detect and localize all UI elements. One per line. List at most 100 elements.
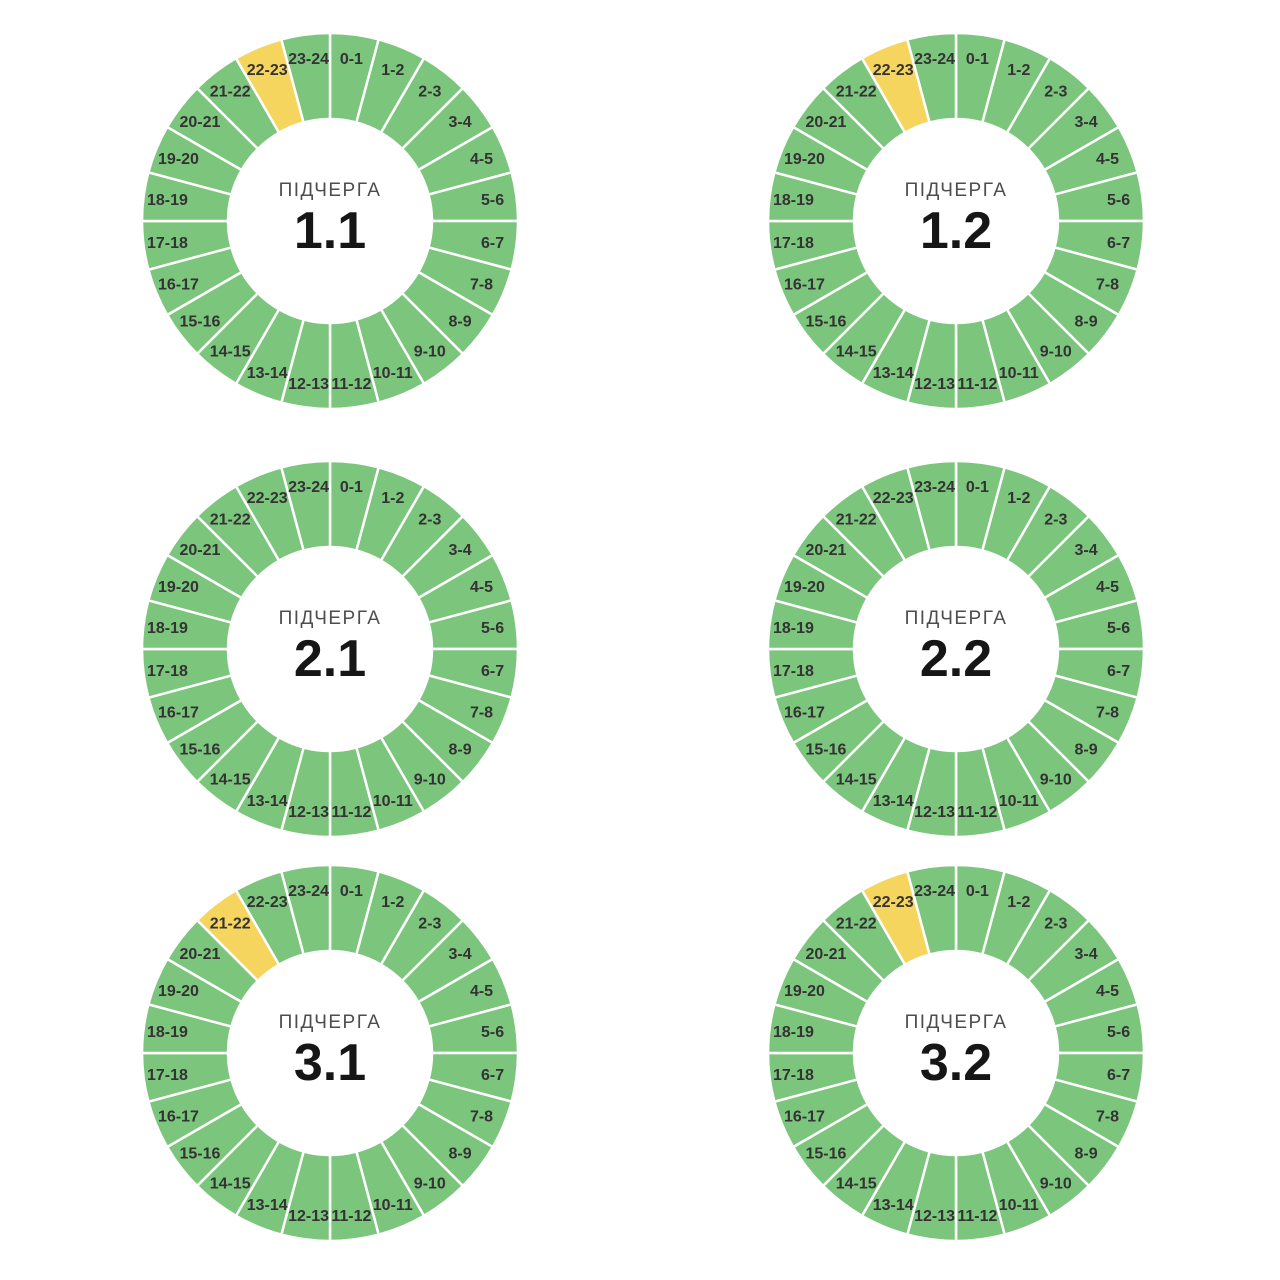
hour-label-10-11: 10-11 <box>999 793 1039 810</box>
hour-label-23-24: 23-24 <box>914 51 955 68</box>
hour-label-9-10: 9-10 <box>1040 772 1072 789</box>
hour-segment-23-24 <box>905 31 958 125</box>
hour-label-2-3: 2-3 <box>1044 512 1067 529</box>
hour-label-16-17: 16-17 <box>784 704 825 721</box>
hour-label-19-20: 19-20 <box>158 579 199 596</box>
hour-label-15-16: 15-16 <box>179 1145 220 1162</box>
hour-label-15-16: 15-16 <box>179 741 220 758</box>
hour-label-1-2: 1-2 <box>1007 490 1030 507</box>
donut-svg: 0-1 1-2 2-3 3-4 4-5 5-6 6-7 7-8 8-99-1010-1111-1… <box>140 31 520 411</box>
hour-label-7-8: 7-8 <box>1096 276 1119 293</box>
hour-segment-23-24 <box>279 459 332 553</box>
hour-label-6-7: 6-7 <box>481 235 504 252</box>
hour-label-20-21: 20-21 <box>805 114 846 131</box>
hour-label-1-2: 1-2 <box>381 490 404 507</box>
hour-label-4-5: 4-5 <box>470 983 493 1000</box>
hour-label-21-22: 21-22 <box>210 916 251 933</box>
hour-label-17-18: 17-18 <box>773 1067 814 1084</box>
center-title: ПІДЧЕРГА <box>905 608 1008 629</box>
center-number: 2.2 <box>920 630 992 688</box>
hour-label-18-19: 18-19 <box>773 1024 814 1041</box>
hour-label-11-12: 11-12 <box>331 1208 371 1225</box>
center-title: ПІДЧЕРГА <box>279 608 382 629</box>
hour-label-17-18: 17-18 <box>147 235 188 252</box>
hour-label-0-1: 0-1 <box>966 479 989 496</box>
hour-label-0-1: 0-1 <box>340 51 363 68</box>
hour-label-16-17: 16-17 <box>158 1108 199 1125</box>
hour-label-6-7: 6-7 <box>1107 235 1130 252</box>
hour-label-23-24: 23-24 <box>914 883 955 900</box>
hour-label-19-20: 19-20 <box>158 983 199 1000</box>
hour-label-19-20: 19-20 <box>158 151 199 168</box>
hour-label-10-11: 10-11 <box>999 1197 1039 1214</box>
hour-segment-23-24 <box>905 863 958 957</box>
hour-label-16-17: 16-17 <box>158 276 199 293</box>
hour-label-18-19: 18-19 <box>147 620 188 637</box>
hour-label-13-14: 13-14 <box>247 793 288 810</box>
hour-label-9-10: 9-10 <box>414 772 446 789</box>
hour-label-3-4: 3-4 <box>1075 114 1098 131</box>
hour-label-2-3: 2-3 <box>1044 84 1067 101</box>
hour-label-4-5: 4-5 <box>470 151 493 168</box>
hour-label-16-17: 16-17 <box>158 704 199 721</box>
hour-segment-23-24 <box>905 459 958 553</box>
hour-label-14-15: 14-15 <box>210 772 251 789</box>
hour-label-13-14: 13-14 <box>873 793 914 810</box>
hour-label-2-3: 2-3 <box>418 84 441 101</box>
hour-label-14-15: 14-15 <box>210 1176 251 1193</box>
hour-label-2-3: 2-3 <box>418 916 441 933</box>
hour-label-13-14: 13-14 <box>247 365 288 382</box>
hour-label-7-8: 7-8 <box>470 276 493 293</box>
hour-label-23-24: 23-24 <box>288 883 329 900</box>
hour-label-6-7: 6-7 <box>1107 1067 1130 1084</box>
hour-label-3-4: 3-4 <box>449 946 472 963</box>
hour-label-7-8: 7-8 <box>470 704 493 721</box>
hour-label-1-2: 1-2 <box>1007 62 1030 79</box>
hour-label-8-9: 8-9 <box>449 741 472 758</box>
hour-label-15-16: 15-16 <box>805 741 846 758</box>
hour-label-15-16: 15-16 <box>805 1145 846 1162</box>
hour-label-9-10: 9-10 <box>1040 1176 1072 1193</box>
center-number: 1.1 <box>294 202 366 260</box>
hour-label-6-7: 6-7 <box>481 1067 504 1084</box>
hour-label-15-16: 15-16 <box>805 313 846 330</box>
hour-label-21-22: 21-22 <box>836 512 877 529</box>
hour-label-17-18: 17-18 <box>773 663 814 680</box>
hour-label-22-23: 22-23 <box>873 490 914 507</box>
donut-chart-3-2: 0-1 1-2 2-3 3-4 4-5 5-6 6-7 7-8 8-9 9-10 10-11 11-1… <box>766 863 1146 1243</box>
center-title: ПІДЧЕРГА <box>279 1012 382 1033</box>
hour-label-2-3: 2-3 <box>418 512 441 529</box>
hour-label-22-23: 22-23 <box>873 894 914 911</box>
hour-label-21-22: 21-22 <box>836 916 877 933</box>
center-title: ПІДЧЕРГА <box>279 180 382 201</box>
hour-label-18-19: 18-19 <box>773 192 814 209</box>
hour-label-21-22: 21-22 <box>210 512 251 529</box>
hour-label-11-12: 11-12 <box>331 804 371 821</box>
hour-label-5-6: 5-6 <box>1107 1024 1130 1041</box>
hour-label-18-19: 18-19 <box>147 1024 188 1041</box>
hour-label-20-21: 20-21 <box>179 946 220 963</box>
hour-label-11-12: 11-12 <box>331 376 371 393</box>
hour-label-3-4: 3-4 <box>449 114 472 131</box>
hour-label-6-7: 6-7 <box>481 663 504 680</box>
hour-label-8-9: 8-9 <box>449 313 472 330</box>
hour-label-13-14: 13-14 <box>247 1197 288 1214</box>
hour-label-12-13: 12-13 <box>914 804 955 821</box>
hour-label-4-5: 4-5 <box>1096 151 1119 168</box>
hour-label-22-23: 22-23 <box>247 490 288 507</box>
hour-label-8-9: 8-9 <box>1075 741 1098 758</box>
hour-label-13-14: 13-14 <box>873 365 914 382</box>
donut-chart-1-1: 0-1 1-2 2-3 3-4 4-5 5-6 6-7 7-8 8-9 9-10 10-11 11-1… <box>140 31 520 411</box>
hour-label-5-6: 5-6 <box>481 1024 504 1041</box>
hour-label-14-15: 14-15 <box>836 344 877 361</box>
hour-label-9-10: 9-10 <box>1040 344 1072 361</box>
hour-label-17-18: 17-18 <box>773 235 814 252</box>
hour-label-10-11: 10-11 <box>373 793 413 810</box>
hour-label-4-5: 4-5 <box>470 579 493 596</box>
hour-label-3-4: 3-4 <box>449 542 472 559</box>
hour-label-5-6: 5-6 <box>481 192 504 209</box>
donut-svg: 0-1 1-2 2-3 3-4 4-5 5-6 6-7 7-8 8-99-1010-1111-1… <box>766 31 1146 411</box>
hour-label-16-17: 16-17 <box>784 1108 825 1125</box>
center-number: 3.2 <box>920 1034 992 1092</box>
hour-label-10-11: 10-11 <box>373 1197 413 1214</box>
